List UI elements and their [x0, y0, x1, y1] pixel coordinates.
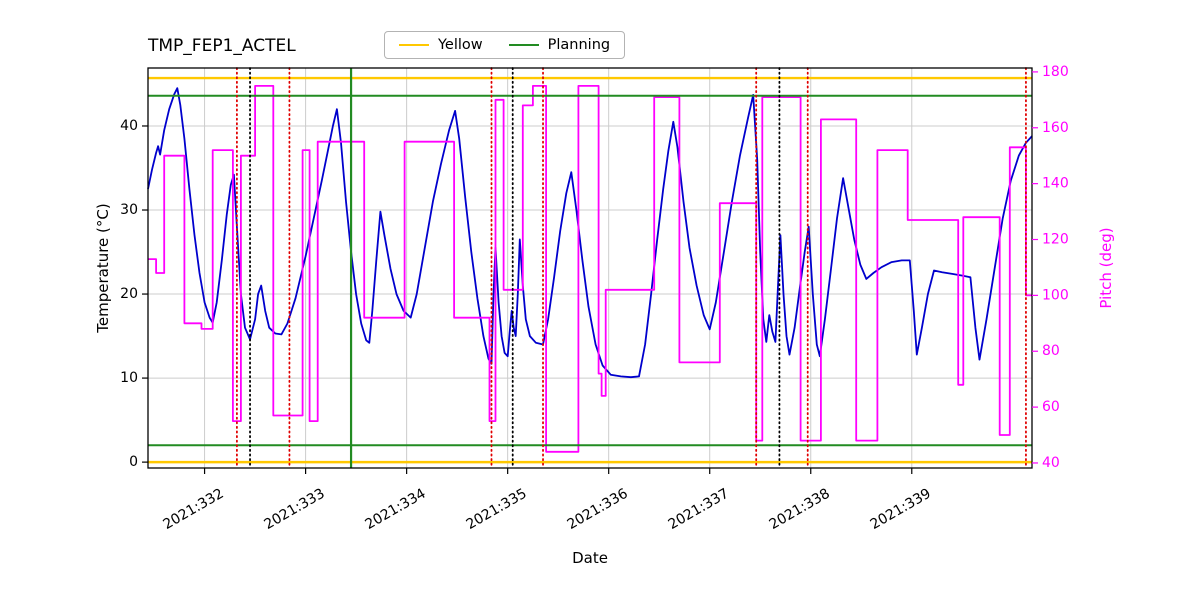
tick-label-right: 80	[1042, 343, 1060, 359]
tick-label-left: 40	[120, 118, 138, 134]
legend-entry-yellow: Yellow	[399, 37, 483, 53]
tick-label-x: 2021:335	[464, 486, 530, 533]
plot-frame	[147, 67, 1033, 469]
x-axis-label: Date	[572, 549, 608, 567]
pitch-line	[148, 85, 1032, 453]
tick-label-x: 2021:332	[160, 486, 226, 533]
planning-line-swatch	[508, 44, 539, 46]
tick-label-left: 0	[129, 454, 138, 470]
legend-entry-planning: Planning	[508, 37, 611, 53]
temperature-line	[147, 87, 1033, 379]
tick-label-right: 140	[1042, 176, 1069, 192]
tick-label-right: 180	[1042, 64, 1069, 80]
tick-label-left: 10	[120, 370, 138, 386]
legend: Yellow Planning	[384, 31, 626, 59]
tick-label-x: 2021:336	[565, 486, 631, 533]
tick-label-right: 120	[1042, 232, 1069, 248]
yellow-line-swatch	[399, 44, 429, 46]
y-axis-label-left: Temperature (°C)	[94, 203, 112, 333]
tick-label-right: 100	[1042, 287, 1069, 303]
tick-label-x: 2021:334	[363, 486, 429, 533]
y-axis-label-right: Pitch (deg)	[1097, 227, 1115, 309]
tick-label-x: 2021:338	[767, 486, 833, 533]
tick-label-x: 2021:337	[666, 486, 732, 533]
tick-label-x: 2021:339	[868, 486, 934, 533]
legend-label-planning: Planning	[547, 37, 611, 53]
tick-label-left: 20	[120, 286, 138, 302]
tick-label-right: 40	[1042, 455, 1060, 471]
tick-label-left: 30	[120, 202, 138, 218]
tick-label-right: 160	[1042, 120, 1069, 136]
legend-label-yellow: Yellow	[438, 37, 483, 53]
chart-title: TMP_FEP1_ACTEL	[148, 36, 296, 56]
tick-label-x: 2021:333	[262, 486, 328, 533]
tick-label-right: 60	[1042, 399, 1060, 415]
